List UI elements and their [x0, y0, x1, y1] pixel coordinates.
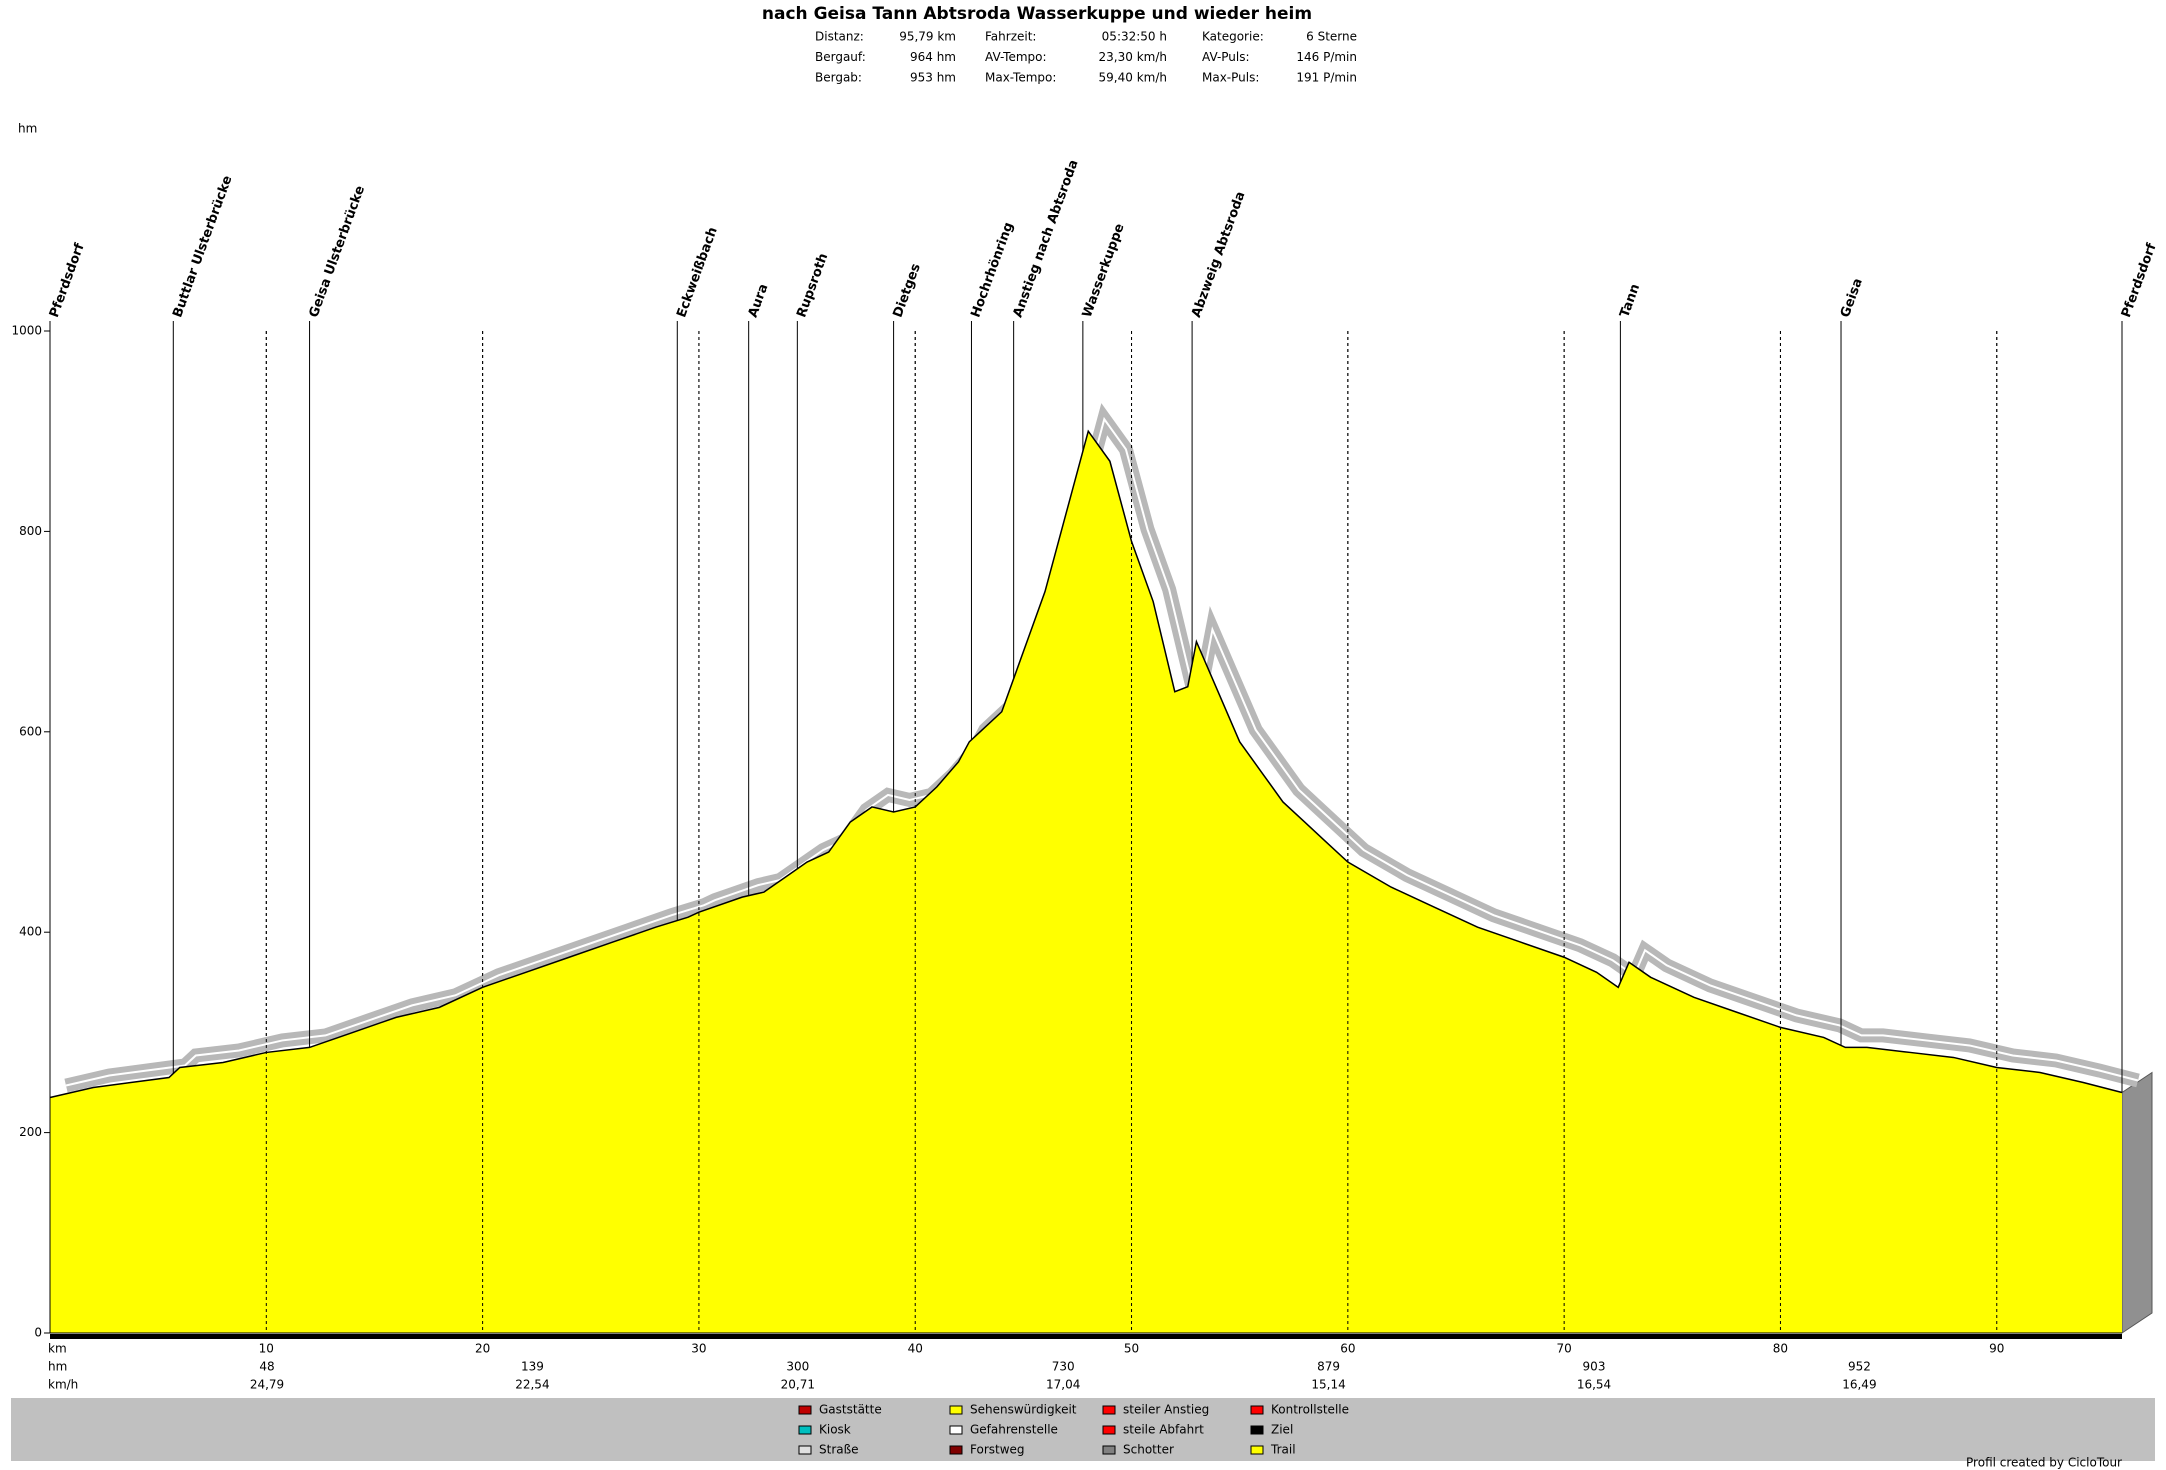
stat-label: AV-Tempo: — [985, 50, 1047, 64]
x-axis-bar — [50, 1334, 2122, 1339]
x-axis-label: km — [48, 1342, 67, 1356]
stat-value: 23,30 km/h — [1099, 50, 1167, 64]
profile-line — [49, 429, 2123, 1099]
stat-value: 05:32:50 h — [1102, 30, 1167, 44]
x-tick-label: 70 — [1557, 1342, 1572, 1356]
waypoint-label: Hochrhönring — [968, 220, 1016, 319]
y-axis-label: hm — [18, 122, 37, 136]
segment-hm: 139 — [521, 1360, 544, 1374]
x-tick-label: 40 — [908, 1342, 923, 1356]
legend-icon — [949, 1405, 963, 1415]
waypoint-label: Abzweig Abtsroda — [1189, 190, 1249, 320]
legend-label: Schotter — [1123, 1443, 1174, 1457]
legend-label: Trail — [1270, 1443, 1296, 1457]
segment-hm: 903 — [1583, 1360, 1606, 1374]
segment-hm: 300 — [786, 1360, 809, 1374]
x-tick-label: 20 — [475, 1342, 490, 1356]
stat-value: 191 P/min — [1296, 71, 1357, 85]
profile-shadow-line — [65, 416, 2139, 1087]
waypoint-label: Geisa Ulsterbrücke — [307, 184, 369, 320]
waypoint-label: Geisa — [1838, 276, 1866, 319]
legend-label: Kontrollstelle — [1271, 1403, 1349, 1417]
x-tick-label: 10 — [259, 1342, 274, 1356]
segment-speed: 16,54 — [1577, 1378, 1611, 1392]
x-tick-label: 50 — [1124, 1342, 1139, 1356]
y-tick-label: 200 — [19, 1125, 42, 1139]
segment-speed: 17,04 — [1046, 1378, 1080, 1392]
segment-hm: 952 — [1848, 1360, 1871, 1374]
x-tick-label: 60 — [1340, 1342, 1355, 1356]
stat-value: 146 P/min — [1296, 50, 1357, 64]
legend-icon — [1250, 1445, 1264, 1455]
segment-hm: 879 — [1317, 1360, 1340, 1374]
waypoint-label: Eckweißbach — [674, 225, 721, 319]
x-tick-label: 30 — [691, 1342, 706, 1356]
legend-icon — [949, 1425, 963, 1435]
stat-label: Fahrzeit: — [985, 30, 1036, 44]
y-tick-label: 800 — [19, 524, 42, 538]
legend-icon — [1102, 1425, 1116, 1435]
y-tick-label: 1000 — [11, 324, 42, 338]
profile-area — [50, 431, 2122, 1333]
segment-hm: 48 — [259, 1360, 274, 1374]
legend-label: Straße — [819, 1443, 859, 1457]
y-tick-label: 400 — [19, 925, 42, 939]
legend-icon — [1102, 1445, 1116, 1455]
legend-label: Kiosk — [819, 1423, 851, 1437]
legend-label: Forstweg — [970, 1443, 1025, 1457]
y-tick-label: 0 — [34, 1326, 42, 1340]
legend-label: steile Abfahrt — [1123, 1423, 1204, 1437]
stat-label: Kategorie: — [1202, 30, 1264, 44]
stat-value: 964 hm — [910, 50, 956, 64]
legend-icon — [949, 1445, 963, 1455]
stat-value: 59,40 km/h — [1099, 71, 1167, 85]
waypoint-label: Pferdsdorf — [2119, 241, 2160, 320]
speed-row-label: km/h — [48, 1378, 78, 1392]
stat-value: 6 Sterne — [1306, 30, 1357, 44]
waypoint-label: Buttlar Ulsterbrücke — [170, 174, 235, 320]
waypoint-label: Anstieg nach Abtsroda — [1011, 158, 1082, 320]
legend-label: Sehenswürdigkeit — [970, 1403, 1077, 1417]
stat-label: Max-Tempo: — [985, 71, 1056, 85]
side-3d — [2121, 1071, 2153, 1334]
waypoint-label: Rupsroth — [794, 251, 831, 319]
y-tick-label: 600 — [19, 724, 42, 738]
waypoint-label: Aura — [746, 282, 772, 320]
segment-speed: 22,54 — [515, 1378, 549, 1392]
credit: Profil created by CicloTour — [1966, 1456, 2122, 1470]
legend-icon — [1102, 1405, 1116, 1415]
x-tick-label: 80 — [1773, 1342, 1788, 1356]
waypoint-label: Wasserkuppe — [1080, 222, 1128, 320]
segment-hm: 730 — [1052, 1360, 1075, 1374]
legend-icon — [798, 1405, 812, 1415]
segment-speed: 20,71 — [781, 1378, 815, 1392]
stat-label: Distanz: — [815, 30, 864, 44]
legend-icon — [798, 1425, 812, 1435]
segment-speed: 15,14 — [1311, 1378, 1345, 1392]
waypoint-label: Tann — [1617, 282, 1643, 320]
legend-icon — [798, 1445, 812, 1455]
waypoint-label: Pferdsdorf — [47, 241, 88, 320]
legend-label: Ziel — [1271, 1423, 1293, 1437]
x-tick-label: 90 — [1989, 1342, 2004, 1356]
legend-label: Gaststätte — [819, 1403, 882, 1417]
stat-label: AV-Puls: — [1202, 50, 1250, 64]
legend-label: steiler Anstieg — [1123, 1403, 1209, 1417]
stat-label: Max-Puls: — [1202, 71, 1259, 85]
segment-speed: 24,79 — [250, 1378, 284, 1392]
chart-title: nach Geisa Tann Abtsroda Wasserkuppe und… — [762, 4, 1312, 24]
stat-label: Bergauf: — [815, 50, 866, 64]
legend-box — [11, 1398, 2155, 1461]
waypoint-label: Dietges — [891, 261, 924, 319]
legend-icon — [1250, 1425, 1264, 1435]
stat-value: 95,79 km — [899, 30, 956, 44]
segment-speed: 16,49 — [1842, 1378, 1876, 1392]
legend-label: Gefahrenstelle — [970, 1423, 1058, 1437]
stat-label: Bergab: — [815, 71, 862, 85]
stat-value: 953 hm — [910, 71, 956, 85]
hm-row-label: hm — [48, 1360, 67, 1374]
legend-icon — [1250, 1405, 1264, 1415]
